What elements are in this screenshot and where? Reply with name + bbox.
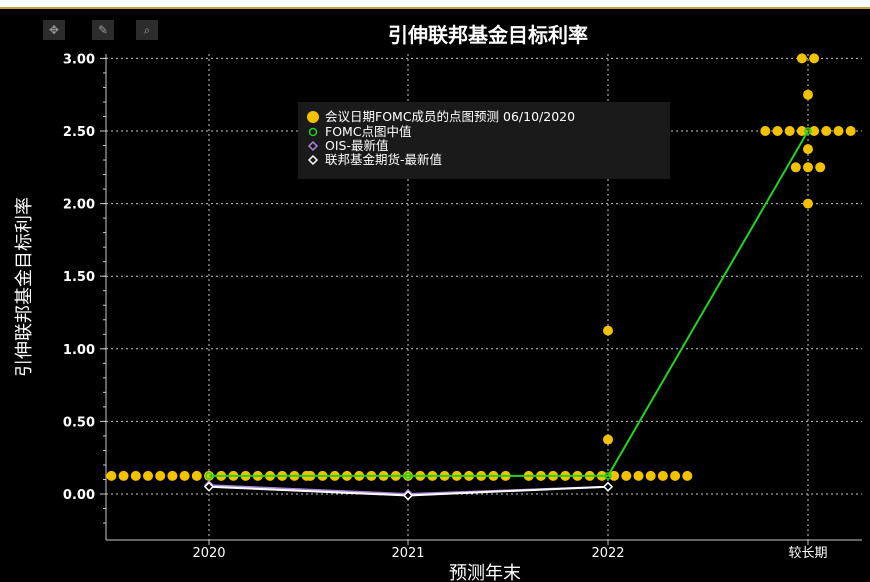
zoom-tool-button[interactable]: ⌕	[136, 20, 158, 40]
move-tool-button[interactable]: ✥	[43, 20, 65, 40]
legend-marker-ois	[307, 140, 319, 152]
top-rule	[0, 0, 870, 9]
fomc-dot	[106, 470, 117, 481]
legend-box	[298, 102, 670, 179]
median-marker	[404, 472, 412, 480]
fomc-dot	[796, 53, 807, 64]
fomc-dot	[155, 470, 166, 481]
fomc-dot	[803, 198, 813, 209]
x-tick-label: 2021	[391, 546, 424, 561]
fomc-dot	[657, 470, 668, 481]
x-tick-label: 较长期	[788, 546, 827, 561]
median-marker	[804, 127, 812, 135]
legend-label-ois: OIS-最新值	[325, 138, 388, 153]
median-marker	[604, 472, 612, 480]
median-marker	[205, 472, 213, 480]
pencil-icon: ✎	[97, 23, 109, 37]
y-tick-label: 0.00	[63, 488, 95, 503]
chart-frame: ✥ ✎ ⌕ 引伸联邦基金目标利率 0.00 0.50 1.00 1.50 2.00 2.50…	[0, 9, 870, 582]
y-tick-label: 0.50	[63, 415, 95, 430]
legend-marker-futures	[307, 154, 319, 166]
fomc-dot	[670, 470, 681, 481]
fomc-dot	[191, 470, 202, 481]
fomc-dot	[821, 126, 832, 136]
draw-tool-button[interactable]: ✎	[92, 20, 114, 40]
fomc-dot	[803, 89, 813, 100]
legend-marker-dots	[307, 111, 319, 123]
legend-label-dots: 会议日期FOMC成员的点图预测 06/10/2020	[325, 109, 575, 124]
fomc-dot	[803, 162, 813, 173]
median-line	[209, 130, 809, 477]
legend-marker-median	[308, 127, 318, 137]
y-tick-label: 2.00	[63, 198, 95, 213]
fomc-dot	[772, 126, 783, 136]
fomc-dot	[682, 470, 693, 481]
fomc-dot	[815, 162, 826, 173]
fomc-dot	[118, 470, 129, 481]
fomc-dot	[803, 144, 813, 155]
legend-label-futures: 联邦基金期货-最新值	[325, 152, 442, 167]
fomc-dot	[143, 470, 153, 481]
x-tick-label: 2020	[192, 546, 225, 561]
fomc-dot	[760, 126, 771, 136]
fomc-dot	[645, 470, 656, 481]
fomc-dot	[809, 53, 820, 64]
crosshair-move-icon: ✥	[48, 23, 60, 37]
fomc-dot	[790, 162, 801, 173]
y-tick-label: 3.00	[63, 52, 95, 67]
magnifier-icon: ⌕	[143, 23, 151, 37]
chart-title: 引伸联邦基金目标利率	[388, 23, 588, 47]
fomc-dot	[633, 470, 644, 481]
y-tick-label: 2.50	[63, 125, 95, 140]
fomc-dot	[167, 470, 178, 481]
fomc-dot	[784, 126, 795, 136]
fomc-dot	[833, 126, 844, 136]
chart-canvas: 引伸联邦基金目标利率 0.00 0.50 1.00 1.50 2.00 2.50 3.00 20…	[14, 23, 862, 582]
fomc-dot	[603, 434, 613, 445]
y-tick-label: 1.00	[63, 343, 95, 358]
y-axis-label: 引伸联邦基金目标利率	[14, 197, 35, 377]
futures-marker	[402, 490, 414, 501]
fomc-dot	[609, 470, 620, 481]
legend-label-median: FOMC点图中值	[325, 124, 412, 139]
futures-marker	[203, 481, 215, 492]
x-axis-label: 预测年末	[449, 563, 521, 582]
fomc-dot	[603, 325, 613, 336]
fomc-dot	[130, 470, 141, 481]
y-tick-label: 1.50	[63, 270, 95, 285]
fomc-dot	[809, 126, 820, 136]
fomc-dot	[845, 126, 856, 136]
fomc-dot	[796, 126, 807, 136]
fomc-dot	[179, 470, 190, 481]
futures-marker	[602, 481, 614, 492]
x-tick-label: 2022	[591, 546, 624, 561]
fomc-dot	[621, 470, 632, 481]
